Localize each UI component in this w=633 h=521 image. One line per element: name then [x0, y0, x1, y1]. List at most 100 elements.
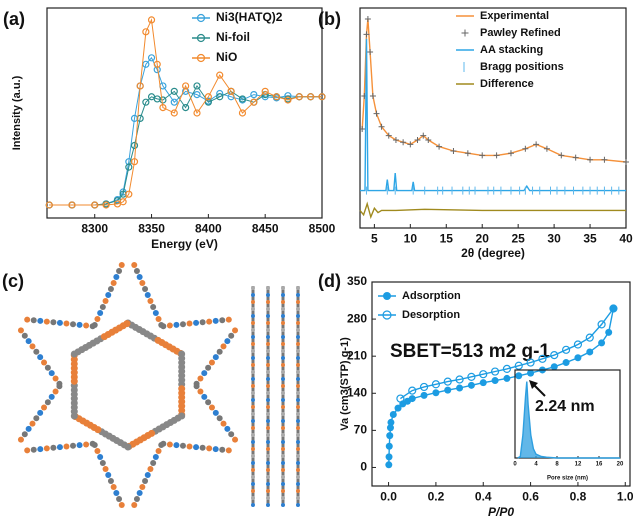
y-tick-label: 70	[354, 423, 368, 437]
marker	[515, 372, 523, 380]
atom	[29, 343, 36, 350]
atom	[152, 454, 159, 460]
marker	[456, 384, 464, 392]
atom	[251, 489, 255, 493]
atom	[139, 280, 146, 286]
legend-marker	[382, 310, 392, 320]
atom	[281, 307, 285, 311]
atom	[251, 405, 255, 409]
marker	[159, 96, 167, 104]
atom	[296, 454, 300, 458]
atom	[296, 489, 300, 493]
atom	[97, 310, 104, 316]
atom	[21, 332, 28, 339]
marker	[238, 109, 247, 117]
atom	[296, 391, 300, 395]
atom	[281, 321, 285, 325]
legend-label: Adsorption	[402, 290, 461, 302]
atom	[70, 442, 77, 449]
marker	[514, 361, 523, 370]
atom	[281, 468, 285, 472]
atom	[150, 304, 157, 310]
atom	[266, 335, 270, 339]
marker	[204, 93, 212, 101]
line	[360, 38, 626, 192]
marker	[585, 333, 594, 342]
legend-label: Ni3(HATQ)2	[216, 10, 283, 24]
atom	[232, 436, 239, 443]
atom	[281, 391, 285, 395]
x-tick-label: 0.6	[522, 490, 539, 504]
atom	[99, 304, 106, 310]
atom	[251, 307, 255, 311]
atom	[48, 370, 55, 377]
x-tick-label: 35	[583, 232, 597, 246]
atom	[110, 484, 117, 490]
atom	[266, 489, 270, 493]
marker	[538, 354, 547, 363]
atom	[251, 440, 255, 444]
atom	[186, 443, 193, 450]
atom	[296, 307, 300, 311]
marker	[562, 359, 570, 367]
atom	[296, 335, 300, 339]
marker	[216, 71, 224, 79]
marker	[396, 394, 405, 403]
atom	[251, 503, 255, 507]
atom	[83, 322, 90, 329]
panel-label: (d)	[318, 271, 341, 291]
atom	[205, 399, 212, 406]
atom	[296, 349, 300, 353]
atom	[152, 310, 159, 316]
atom	[179, 321, 186, 328]
panel-label: (b)	[318, 9, 341, 29]
x-tick-label: 15	[440, 232, 454, 246]
x-axis-label: Pore size (nm)	[547, 476, 588, 482]
atom	[219, 317, 226, 324]
atom	[225, 316, 232, 323]
marker	[598, 339, 606, 347]
marker	[227, 87, 235, 95]
marker	[503, 374, 511, 382]
marker	[386, 432, 394, 440]
atom	[296, 384, 300, 388]
x-tick-label: 8300	[81, 222, 108, 236]
marker	[431, 380, 441, 389]
atom	[251, 475, 255, 479]
marker	[119, 198, 127, 206]
atom	[296, 482, 300, 486]
legend-marker	[196, 13, 206, 23]
marker	[125, 190, 133, 198]
x-tick-label: 8350	[138, 222, 165, 236]
atom	[99, 460, 106, 466]
atom	[199, 444, 206, 451]
atom	[251, 482, 255, 486]
atom	[212, 446, 219, 453]
atom	[296, 433, 300, 437]
atom	[107, 478, 114, 484]
panel-label: (c)	[2, 271, 24, 291]
marker	[420, 391, 428, 399]
atom	[251, 321, 255, 325]
line	[388, 308, 615, 465]
atom	[116, 496, 123, 502]
atom	[158, 442, 165, 448]
marker	[550, 363, 558, 371]
marker	[526, 358, 535, 367]
atom	[281, 328, 285, 332]
atom	[173, 442, 180, 449]
atom	[83, 441, 90, 448]
atom	[228, 332, 235, 339]
atom	[251, 454, 255, 458]
atom	[251, 370, 255, 374]
line	[517, 381, 620, 459]
marker	[597, 320, 606, 329]
atom	[296, 286, 300, 290]
line	[361, 18, 627, 163]
marker	[142, 98, 150, 106]
marker	[182, 82, 190, 90]
atom	[296, 328, 300, 332]
marker	[389, 410, 397, 418]
atom	[281, 293, 285, 297]
marker	[367, 49, 374, 55]
